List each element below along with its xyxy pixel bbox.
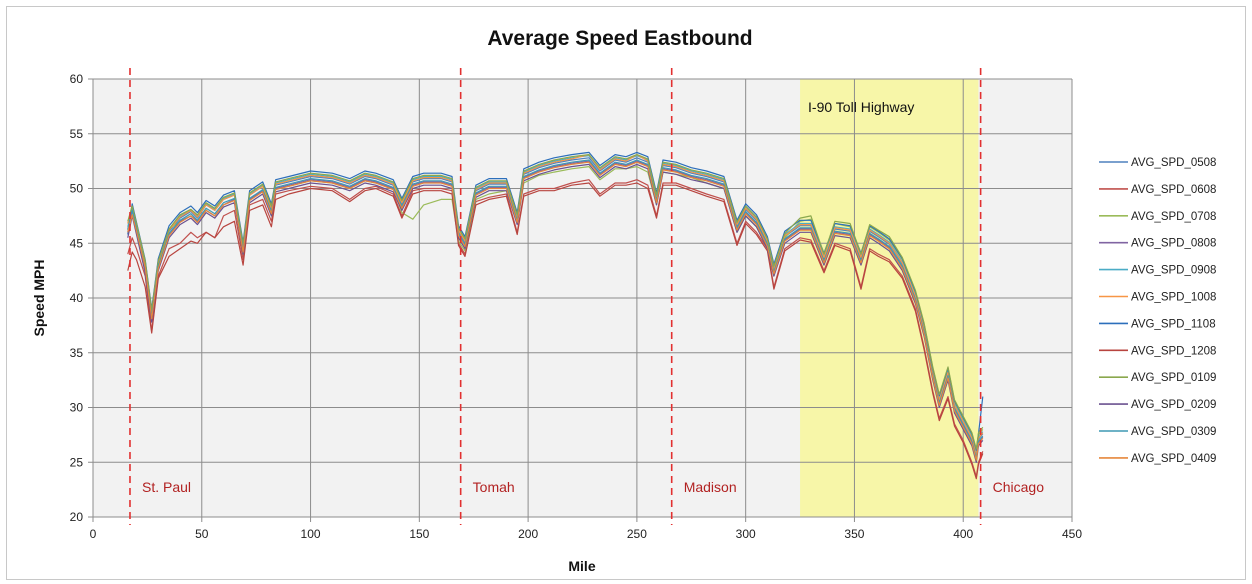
series-line-avg_spd_1208 xyxy=(127,182,984,480)
legend-label: AVG_SPD_1008 xyxy=(1131,292,1216,304)
legend-label: AVG_SPD_1208 xyxy=(1131,345,1216,357)
legend-label: AVG_SPD_0508 xyxy=(1131,157,1216,169)
x-tick-label: 0 xyxy=(90,527,97,541)
y-tick-label: 30 xyxy=(70,401,84,415)
x-tick-label: 450 xyxy=(1062,527,1082,541)
legend-label: AVG_SPD_0309 xyxy=(1131,426,1216,438)
legend-label: AVG_SPD_0808 xyxy=(1131,238,1216,250)
x-tick-label: 50 xyxy=(195,527,209,541)
x-tick-label: 300 xyxy=(736,527,756,541)
toll-highway-label: I-90 Toll Highway xyxy=(808,99,914,115)
x-tick-label: 200 xyxy=(518,527,538,541)
series-line-avg_spd_0608 xyxy=(127,179,984,478)
legend-label: AVG_SPD_0908 xyxy=(1131,265,1216,277)
x-tick-label: 150 xyxy=(409,527,429,541)
y-tick-label: 55 xyxy=(70,127,84,141)
city-label: Chicago xyxy=(993,479,1045,495)
x-axis-label: Mile xyxy=(568,558,595,574)
y-tick-label: 25 xyxy=(70,455,84,469)
x-tick-label: 400 xyxy=(953,527,973,541)
y-tick-label: 20 xyxy=(70,510,84,524)
legend-label: AVG_SPD_0209 xyxy=(1131,399,1216,411)
y-tick-label: 45 xyxy=(70,236,84,250)
city-label: Madison xyxy=(684,479,737,495)
series-line-avg_spd_0109 xyxy=(127,154,984,450)
y-tick-label: 60 xyxy=(70,72,84,86)
legend-label: AVG_SPD_0608 xyxy=(1131,184,1216,196)
legend-label: AVG_SPD_1108 xyxy=(1131,318,1216,330)
x-tick-label: 350 xyxy=(844,527,864,541)
y-tick-label: 50 xyxy=(70,182,84,196)
y-axis-label: Speed MPH xyxy=(31,259,47,336)
city-label: Tomah xyxy=(473,479,515,495)
legend-label: AVG_SPD_0409 xyxy=(1131,453,1216,465)
x-tick-label: 100 xyxy=(301,527,321,541)
y-tick-label: 40 xyxy=(70,291,84,305)
series-line-avg_spd_0409 xyxy=(127,161,984,461)
city-label: St. Paul xyxy=(142,479,191,495)
legend-label: AVG_SPD_0708 xyxy=(1131,211,1216,223)
legend-label: AVG_SPD_0109 xyxy=(1131,372,1216,384)
x-tick-label: 250 xyxy=(627,527,647,541)
chart-title: Average Speed Eastbound xyxy=(487,27,752,50)
y-tick-label: 35 xyxy=(70,346,84,360)
